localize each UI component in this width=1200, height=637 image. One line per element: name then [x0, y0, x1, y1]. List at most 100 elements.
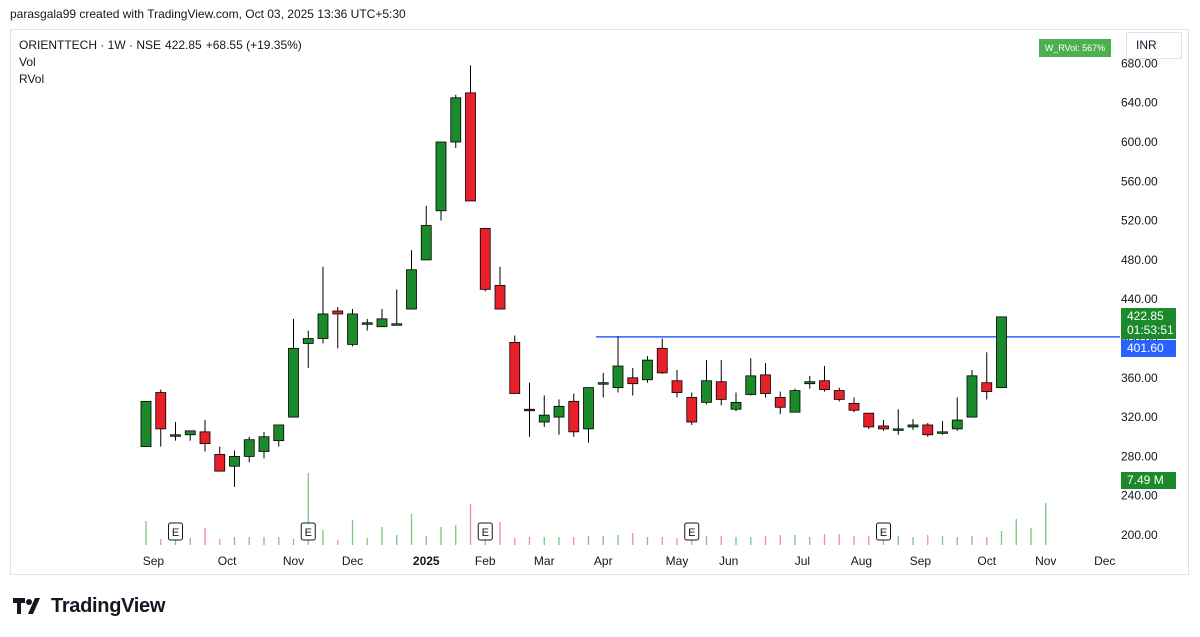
chart-frame[interactable] — [10, 29, 1189, 575]
candle — [966, 369, 978, 418]
earnings-marker — [168, 522, 183, 541]
x-tick-label: Dec — [1094, 554, 1115, 568]
last-price-tag-value: 422.85 — [1127, 309, 1164, 323]
candle — [981, 352, 993, 400]
candle-body — [878, 425, 889, 430]
candle-body — [229, 455, 240, 467]
earnings-marker — [477, 522, 493, 541]
candle — [656, 338, 668, 374]
y-tick-label: 280.00 — [1121, 449, 1158, 463]
candle-body — [214, 454, 226, 472]
x-tick-label: Nov — [283, 554, 304, 568]
candle-body — [597, 382, 609, 385]
candle-body — [937, 431, 948, 434]
candle-body — [288, 347, 299, 418]
candle — [479, 228, 491, 292]
y-tick-label: 360.00 — [1121, 371, 1158, 385]
candle — [819, 366, 830, 392]
candle — [996, 316, 1007, 389]
chart-credit: parasgala99 created with TradingView.com… — [10, 7, 406, 21]
time-axis: Sep Oct Nov Dec 2025 Feb Mar Apr May Jun Jul Aug Sep… — [143, 554, 1116, 568]
candle — [686, 392, 698, 425]
candle-body — [332, 310, 344, 315]
candle-body — [302, 338, 314, 344]
candle — [361, 318, 373, 331]
candle-body — [479, 228, 491, 290]
tradingview-logo-icon — [13, 598, 40, 614]
price-change: +68.55 (+19.35%) — [205, 38, 302, 52]
candle-body — [819, 380, 830, 390]
candle — [597, 372, 609, 398]
x-tick-label: 2025 — [413, 554, 440, 568]
y-tick-label: 600.00 — [1121, 135, 1158, 149]
candle-body — [155, 392, 167, 430]
countdown-tag: 01:53:51 — [1127, 323, 1174, 337]
x-tick-label: Oct — [218, 554, 237, 568]
x-tick-label: Jul — [795, 554, 810, 568]
candle-body — [922, 424, 934, 436]
candle — [627, 367, 639, 396]
candle — [538, 395, 550, 427]
rvol-label[interactable]: RVol — [19, 72, 45, 86]
x-tick-label: Mar — [534, 554, 555, 568]
candle — [922, 422, 934, 437]
vol-label[interactable]: Vol — [19, 55, 36, 69]
candle-body — [715, 381, 727, 400]
candle-body — [199, 431, 211, 445]
candle-body — [671, 380, 683, 393]
candle-body — [465, 92, 476, 202]
symbol-label[interactable]: ORIENTTECH · 1W · NSE — [19, 38, 162, 52]
candle-body — [391, 323, 403, 326]
candle-body — [789, 390, 801, 413]
candle — [863, 412, 875, 429]
x-tick-label: Sep — [910, 554, 932, 568]
y-tick-label: 200.00 — [1121, 528, 1158, 542]
last-price: 422.85 — [165, 38, 202, 52]
hline-price-tag: 401.60 — [1121, 340, 1176, 357]
candle-body — [140, 400, 152, 447]
x-tick-label: Dec — [342, 554, 363, 568]
y-tick-label: 560.00 — [1121, 174, 1158, 188]
candle — [391, 289, 403, 326]
candle — [745, 358, 757, 396]
candle-body — [981, 382, 993, 392]
candle-body — [494, 285, 506, 310]
candle-body — [760, 374, 771, 394]
y-tick-label: 480.00 — [1121, 253, 1158, 267]
candle — [583, 387, 594, 443]
candle-body — [347, 313, 358, 345]
earnings-marker-label: E — [688, 527, 695, 539]
earnings-marker — [876, 522, 891, 541]
candle-body — [612, 365, 624, 389]
candle — [347, 309, 358, 347]
candle — [376, 309, 388, 328]
candle-body — [273, 424, 285, 442]
candle — [804, 375, 816, 389]
candle-body — [642, 359, 653, 381]
candle — [951, 397, 963, 431]
currency-selector[interactable]: INR — [1126, 32, 1182, 59]
candle — [568, 393, 580, 437]
candle-body — [406, 269, 417, 310]
candle — [878, 420, 889, 431]
earnings-marker — [300, 522, 316, 541]
candle — [833, 387, 845, 402]
last-price-tag: 422.85 01:53:51 — [1121, 308, 1176, 339]
candle — [184, 430, 196, 441]
candle — [229, 450, 240, 487]
earnings-marker-label: E — [880, 527, 887, 539]
earnings-marker-label: E — [305, 527, 312, 539]
candle — [509, 335, 521, 394]
candle-body — [686, 397, 698, 423]
earnings-marker-label: E — [172, 527, 179, 539]
candle-body — [553, 405, 565, 418]
earnings-marker — [684, 522, 700, 541]
rvol-value-tag: 7.49 M — [1121, 472, 1176, 489]
candle — [701, 360, 712, 405]
tradingview-logo[interactable]: TradingView — [13, 594, 165, 618]
candle-body — [701, 380, 712, 403]
x-tick-label: Aug — [851, 554, 872, 568]
candle-body — [848, 402, 860, 411]
